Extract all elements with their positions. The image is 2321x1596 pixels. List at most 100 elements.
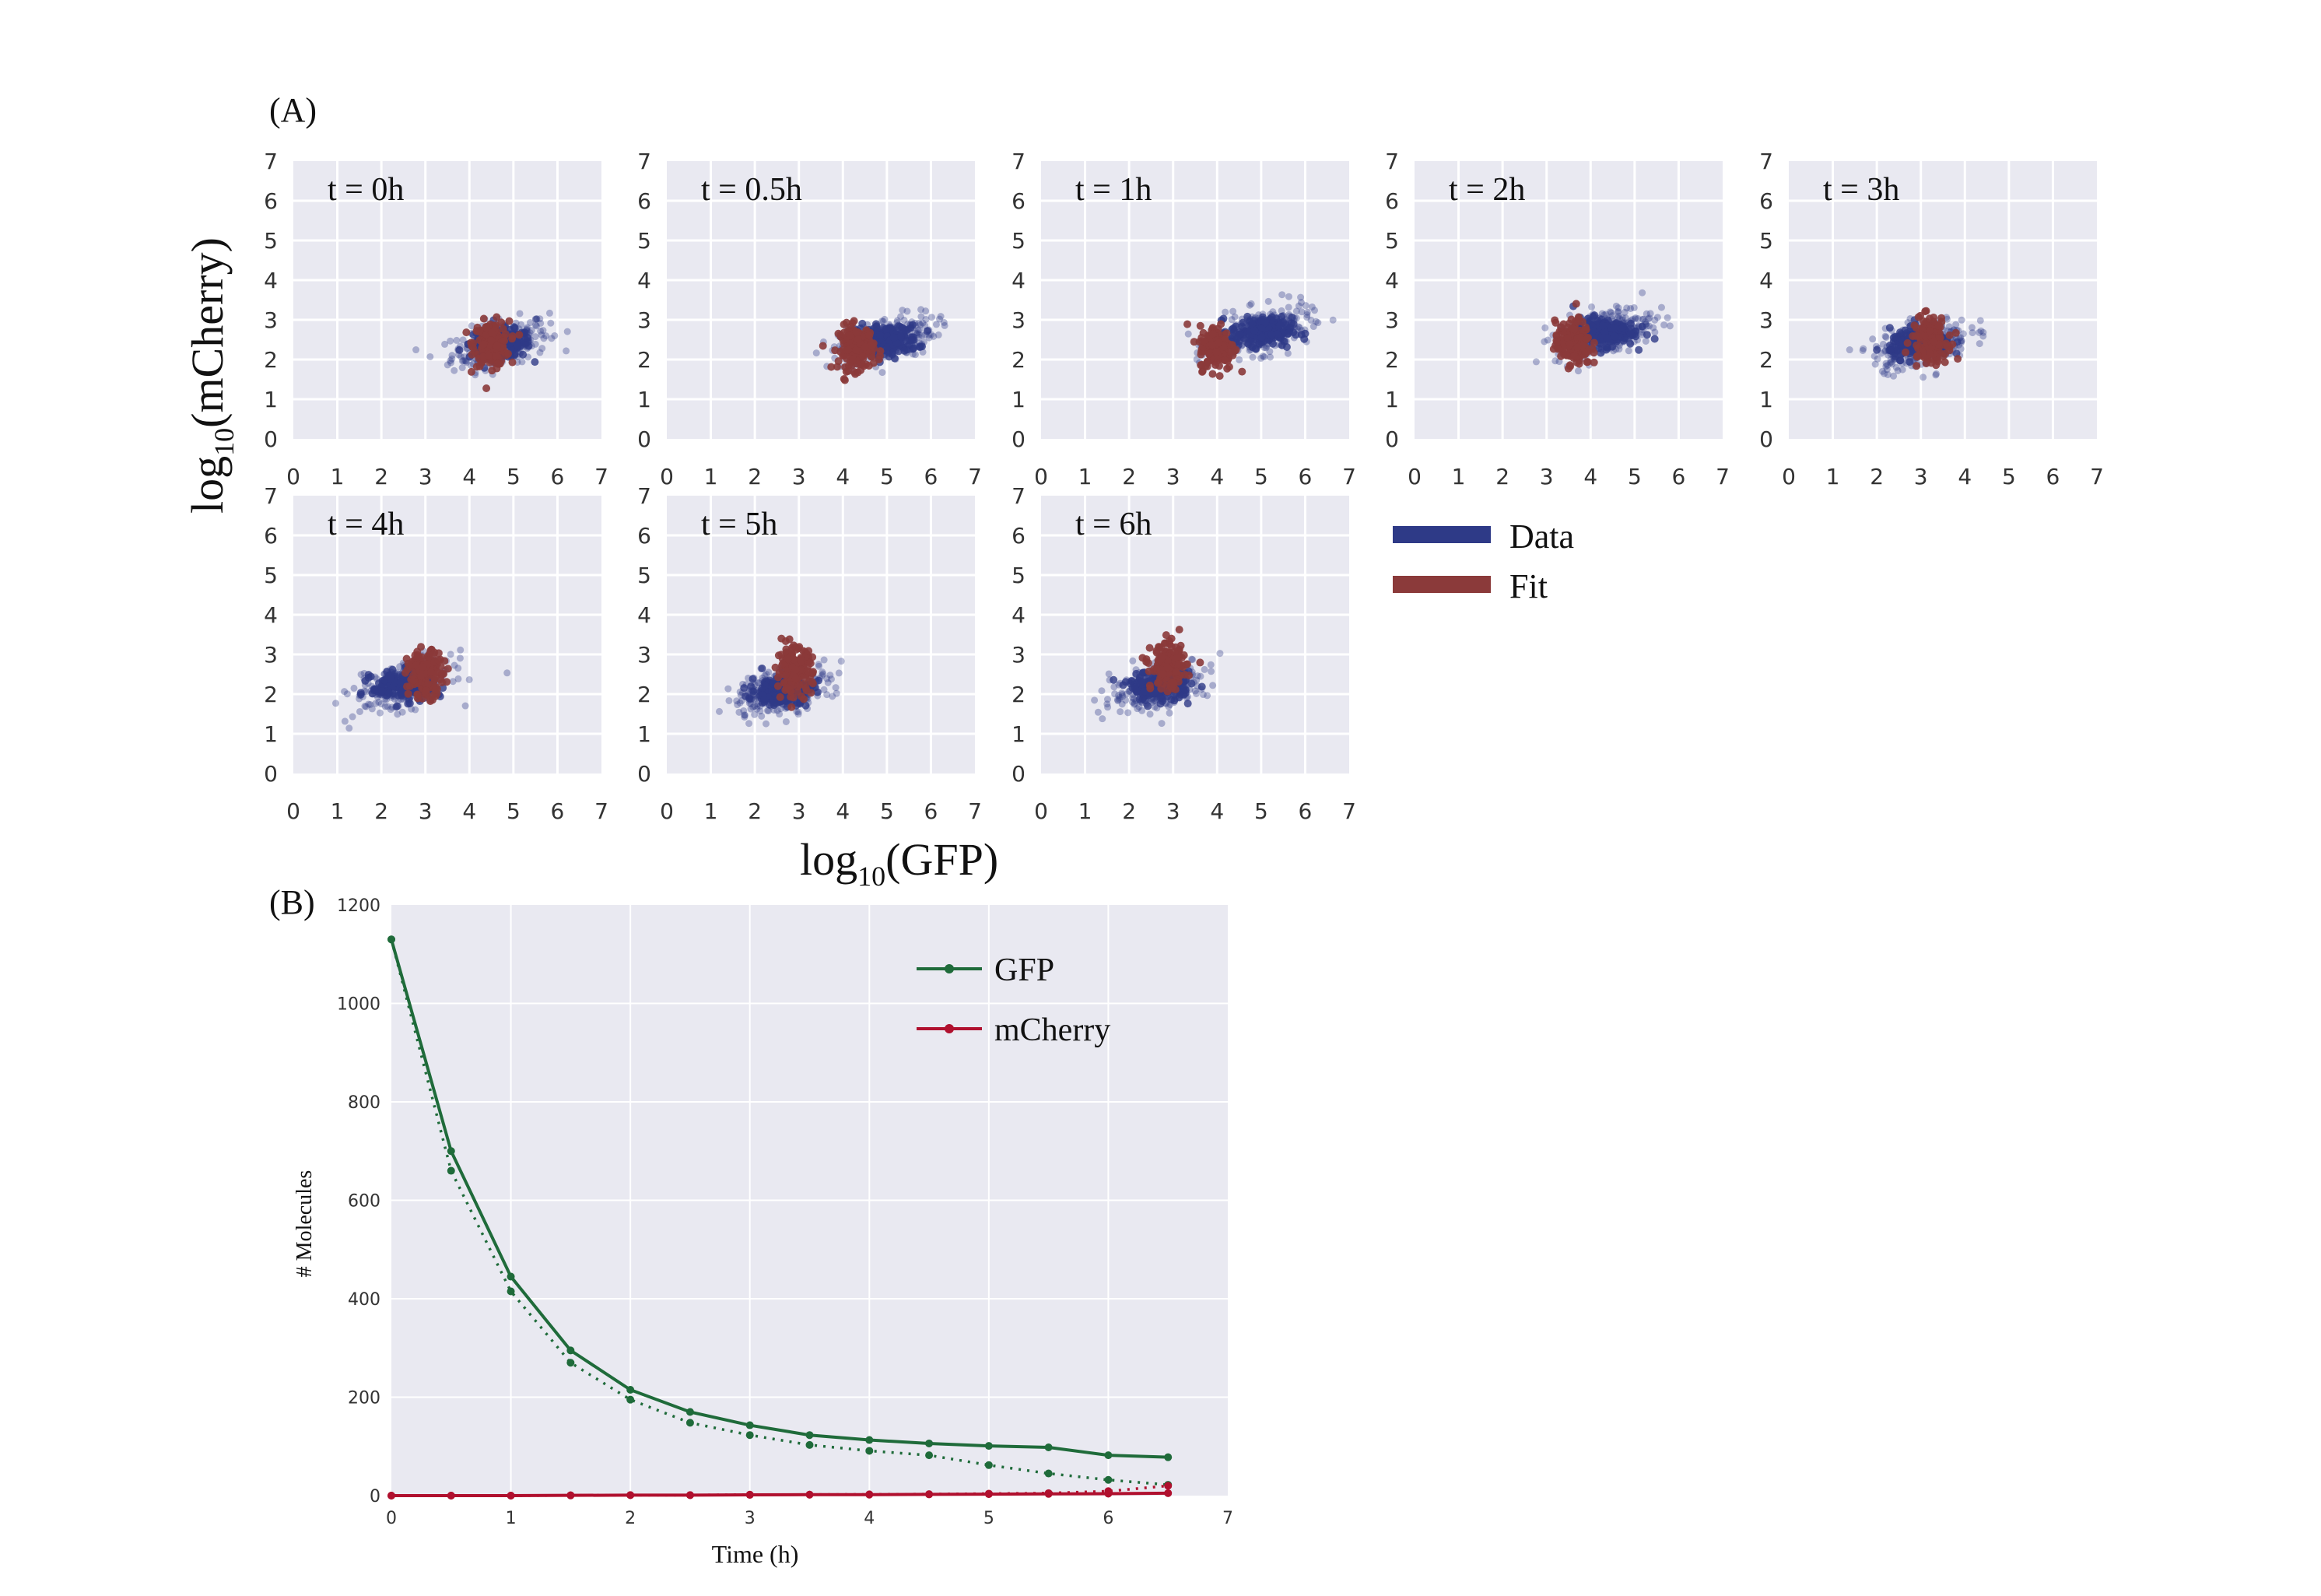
data-point xyxy=(1288,313,1296,321)
x-tick-label: 7 xyxy=(968,464,982,489)
data-point xyxy=(1302,302,1310,310)
data-point xyxy=(1615,346,1623,353)
fit-point xyxy=(1557,323,1565,331)
fit-point xyxy=(801,684,810,693)
fit-point xyxy=(864,361,873,370)
data-point xyxy=(940,318,948,326)
fit-point xyxy=(462,328,471,337)
data-point xyxy=(1651,316,1659,324)
data-point xyxy=(815,661,822,668)
data-point xyxy=(468,322,475,330)
data-point xyxy=(467,361,475,369)
data-point xyxy=(936,315,944,323)
fit-point xyxy=(842,367,850,376)
fit-point xyxy=(1214,324,1222,333)
x-tick-label: 5 xyxy=(1254,464,1268,489)
data-point xyxy=(1869,335,1877,343)
data-point xyxy=(740,707,748,714)
y-tick-label: 6 xyxy=(1011,523,1026,549)
data-point xyxy=(547,319,555,327)
data-point xyxy=(1295,324,1303,331)
fit-point xyxy=(1926,326,1934,335)
x-tick-label: 0 xyxy=(286,798,300,824)
panel-a-ylabel-main: log xyxy=(182,456,233,514)
data-point xyxy=(758,712,766,720)
data-point xyxy=(1276,321,1285,329)
data-point xyxy=(1278,307,1285,314)
x-tick-label: 1 xyxy=(1078,464,1092,489)
data-point xyxy=(331,700,339,707)
data-point xyxy=(447,359,455,367)
data-point xyxy=(934,331,942,338)
data-point xyxy=(1259,353,1267,360)
data-point xyxy=(1968,324,1976,331)
data-point xyxy=(1308,303,1316,310)
y-tick-label: 1 xyxy=(637,721,651,747)
fit-point xyxy=(819,342,827,350)
data-point xyxy=(1639,315,1646,323)
data-point xyxy=(1251,345,1260,353)
fit-point xyxy=(1926,349,1934,358)
data-point xyxy=(1889,333,1898,342)
y-tick-label: 6 xyxy=(1011,188,1026,214)
fit-point xyxy=(1225,363,1233,371)
fit-point xyxy=(834,357,843,366)
data-point xyxy=(820,656,828,664)
x-tick-label: 4 xyxy=(836,798,850,824)
legend-label-fit: Fit xyxy=(1509,567,1548,605)
fit-point xyxy=(771,663,780,672)
data-point xyxy=(1278,291,1286,299)
y-tick-label: 5 xyxy=(264,228,278,254)
x-tick-label: 3 xyxy=(1540,464,1554,489)
data-point xyxy=(1588,303,1596,310)
data-point xyxy=(937,313,945,321)
fit-point xyxy=(849,355,857,363)
legend-swatch-data xyxy=(1393,526,1491,543)
data-point xyxy=(740,684,749,693)
data-point xyxy=(1201,665,1208,673)
data-point xyxy=(1885,346,1894,355)
data-point xyxy=(533,315,541,323)
data-point xyxy=(715,707,723,715)
data-point xyxy=(878,317,885,325)
x-tick-label: 6 xyxy=(551,798,565,824)
y-tick-label: 4 xyxy=(264,602,278,628)
fit-point xyxy=(868,342,876,350)
data-point xyxy=(1292,331,1300,339)
data-point xyxy=(356,707,363,715)
fit-point xyxy=(1183,320,1192,328)
y-tick-label: 2 xyxy=(1759,347,1773,373)
fit-point xyxy=(1951,328,1960,337)
y-tick-label: 3 xyxy=(637,642,651,668)
data-point xyxy=(1883,366,1891,374)
fit-point xyxy=(806,659,815,668)
x-tick-label: 1 xyxy=(704,798,718,824)
data-point xyxy=(1873,346,1881,354)
x-tick-label: 5 xyxy=(2002,464,2016,489)
fit-point xyxy=(857,360,866,368)
fit-point xyxy=(1215,338,1223,347)
data-point xyxy=(922,307,930,315)
data-point xyxy=(444,361,451,369)
panel-a-label: (A) xyxy=(269,91,317,129)
data-point xyxy=(1284,349,1292,357)
data-point xyxy=(1156,693,1165,702)
subplot-background xyxy=(293,161,601,439)
data-point xyxy=(536,349,544,356)
data-point xyxy=(377,700,385,708)
data-point xyxy=(917,306,925,314)
panel-a-ylabel: log10(mCherry) xyxy=(182,237,240,514)
x-tick-label: 3 xyxy=(419,464,433,489)
fit-point xyxy=(479,314,488,323)
fit-point xyxy=(1583,335,1591,343)
data-point xyxy=(1958,316,1965,324)
y-tick-label: 1 xyxy=(1385,387,1399,412)
data-point xyxy=(1638,322,1646,331)
data-point xyxy=(1272,314,1281,323)
data-point xyxy=(758,665,766,673)
y-tick-label: 0 xyxy=(637,426,651,452)
data-point xyxy=(1257,354,1265,362)
data-point xyxy=(1574,367,1582,375)
data-point xyxy=(1639,315,1647,323)
fit-point xyxy=(861,342,869,351)
